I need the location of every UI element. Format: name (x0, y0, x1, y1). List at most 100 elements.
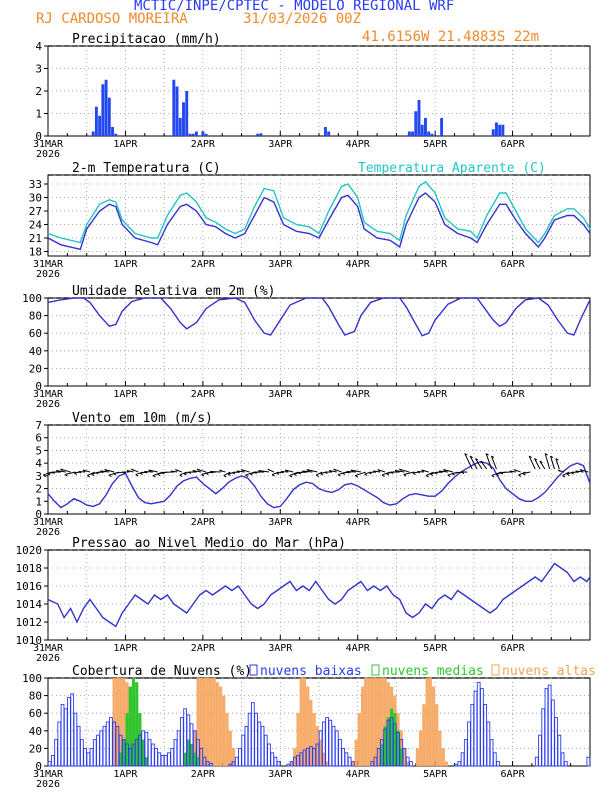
cloud-bar-nuvens-baixas (109, 717, 113, 767)
wind-arrow (223, 471, 231, 476)
cloud-bar-nuvens-baixas (563, 761, 568, 767)
temp-xtick-label: 2APR (191, 259, 216, 270)
wind-arrow (210, 471, 221, 473)
precip-bar (430, 133, 434, 136)
wind-arrowhead (350, 469, 354, 472)
wind-arrowhead (302, 470, 306, 473)
wind-arrow (306, 469, 318, 473)
cloud-bar-nuvens-baixas (63, 708, 68, 767)
wind-arrowhead (209, 471, 213, 474)
cloud-bar-nuvens-baixas (157, 752, 162, 767)
cloud-bar-nuvens-baixas (344, 752, 349, 767)
pressure-xtick-label: 1APR (113, 643, 138, 654)
pressure-ytick-label: 1016 (16, 580, 43, 593)
wind-panel (42, 424, 591, 515)
cloud-bar-nuvens-baixas (54, 739, 58, 767)
precip-xtick-label: 5APR (423, 139, 448, 150)
legend-swatch (249, 664, 258, 676)
wind-arrowhead (434, 472, 438, 475)
wind-arrowhead (315, 474, 319, 477)
wind-arrowhead (227, 473, 231, 476)
wind-xtick-label: 31MAR (33, 517, 64, 528)
cloud-bar-nuvens-baixas (270, 752, 275, 767)
wind-arrowhead (276, 472, 280, 475)
wind-arrowhead (47, 473, 51, 476)
wind-arrowhead (232, 472, 236, 475)
cloud-bar-nuvens-baixas (150, 743, 155, 767)
rh-xtick-label: 5APR (423, 389, 448, 400)
wind-arrowhead (152, 475, 156, 478)
cloud-bar-nuvens-baixas (176, 730, 181, 767)
clouds-title: Cobertura de Nuvens (%) (72, 664, 252, 679)
wind-arrowhead (500, 472, 504, 475)
rh-title: Umidade Relativa em 2m (%) (72, 284, 276, 299)
cloud-bar-nuvens-altas (354, 739, 358, 767)
cloud-bar-nuvens-baixas (163, 754, 168, 767)
wind-arrowhead (223, 475, 227, 478)
clouds-xtick-label: 3APR (268, 769, 293, 780)
temp-series-0 (47, 192, 591, 251)
pressure-ytick-label: 1020 (16, 544, 43, 557)
cloud-bar-nuvens-baixas (154, 747, 158, 767)
wind-arrow (544, 453, 551, 470)
station-coords: 41.6156W 21.4883S 22m (362, 29, 540, 45)
cloud-bar-nuvens-baixas (83, 747, 87, 767)
wind-arrowhead (183, 473, 187, 476)
rh-ytick-label: 40 (29, 345, 42, 358)
precip-bar (501, 124, 505, 136)
wind-arrow (469, 455, 478, 470)
wind-arrowhead (539, 460, 543, 463)
wind-arrowhead (575, 470, 579, 473)
temp-xtick-label: 6APR (501, 259, 526, 270)
precip-bar (324, 127, 327, 136)
cloud-bar-nuvens-baixas (489, 739, 494, 767)
cloud-bar-nuvens-baixas (483, 703, 488, 767)
wind-arrowhead (240, 469, 244, 472)
wind-arrowhead (438, 470, 442, 473)
wind-arrowhead (293, 473, 297, 476)
precip-bar (427, 131, 431, 136)
cloud-bar-nuvens-baixas (170, 747, 175, 767)
cloud-bar-nuvens-altas (225, 713, 229, 767)
precip-xtick-label: 1APR (113, 139, 138, 150)
cloud-bar-nuvens-baixas (86, 752, 91, 767)
cloud-bar-nuvens-baixas (147, 739, 152, 767)
wind-ytick-label: 6 (35, 432, 42, 445)
temp-xtick-label: 4APR (346, 259, 371, 270)
temp-title: 2-m Temperatura (C) (72, 161, 221, 176)
wind-arrowhead (253, 471, 257, 474)
wind-arrow (403, 471, 415, 476)
cloud-bar-nuvens-baixas (554, 717, 558, 767)
wind-arrow (562, 471, 570, 476)
temp-legend: Temperatura Aparente (C) (358, 161, 546, 176)
temp-ytick-label: 21 (29, 232, 42, 245)
cloud-bar-nuvens-altas (370, 677, 374, 767)
cloud-bar-nuvens-altas (212, 677, 216, 767)
wind-arrowhead (306, 469, 310, 472)
cloud-bar-nuvens-baixas (480, 688, 484, 767)
cloud-bar-nuvens-baixas (470, 703, 475, 767)
wind-arrow (302, 470, 313, 473)
wind-arrowhead (522, 473, 526, 476)
cloud-bar-nuvens-altas (415, 748, 419, 767)
cloud-bar-nuvens-baixas (67, 696, 71, 767)
precip-bar (178, 118, 182, 136)
pressure-xtick-label: 5APR (423, 643, 448, 654)
wind-arrowhead (480, 460, 484, 463)
pressure-panel (44, 549, 591, 641)
wind-title: Vento em 10m (m/s) (72, 411, 213, 426)
wind-arrowhead (469, 455, 473, 458)
rh-ytick-label: 60 (29, 327, 42, 340)
wind-xtick-label: 4APR (346, 517, 371, 528)
cloud-bar-nuvens-baixas (496, 761, 500, 767)
wind-arrowhead (126, 470, 130, 473)
pressure-xtick-label: 4APR (346, 643, 371, 654)
cloud-bar-nuvens-baixas (541, 708, 546, 767)
wind-xtick-label: 1APR (113, 517, 138, 528)
wind-arrowhead (550, 455, 554, 458)
cloud-bar-nuvens-baixas (99, 730, 104, 767)
pressure-title: Pressao ao Nivel Medio do Mar (hPa) (72, 536, 346, 551)
wind-arrowhead (320, 473, 324, 476)
wind-arrowhead (394, 470, 398, 473)
wind-arrowhead (131, 468, 135, 471)
